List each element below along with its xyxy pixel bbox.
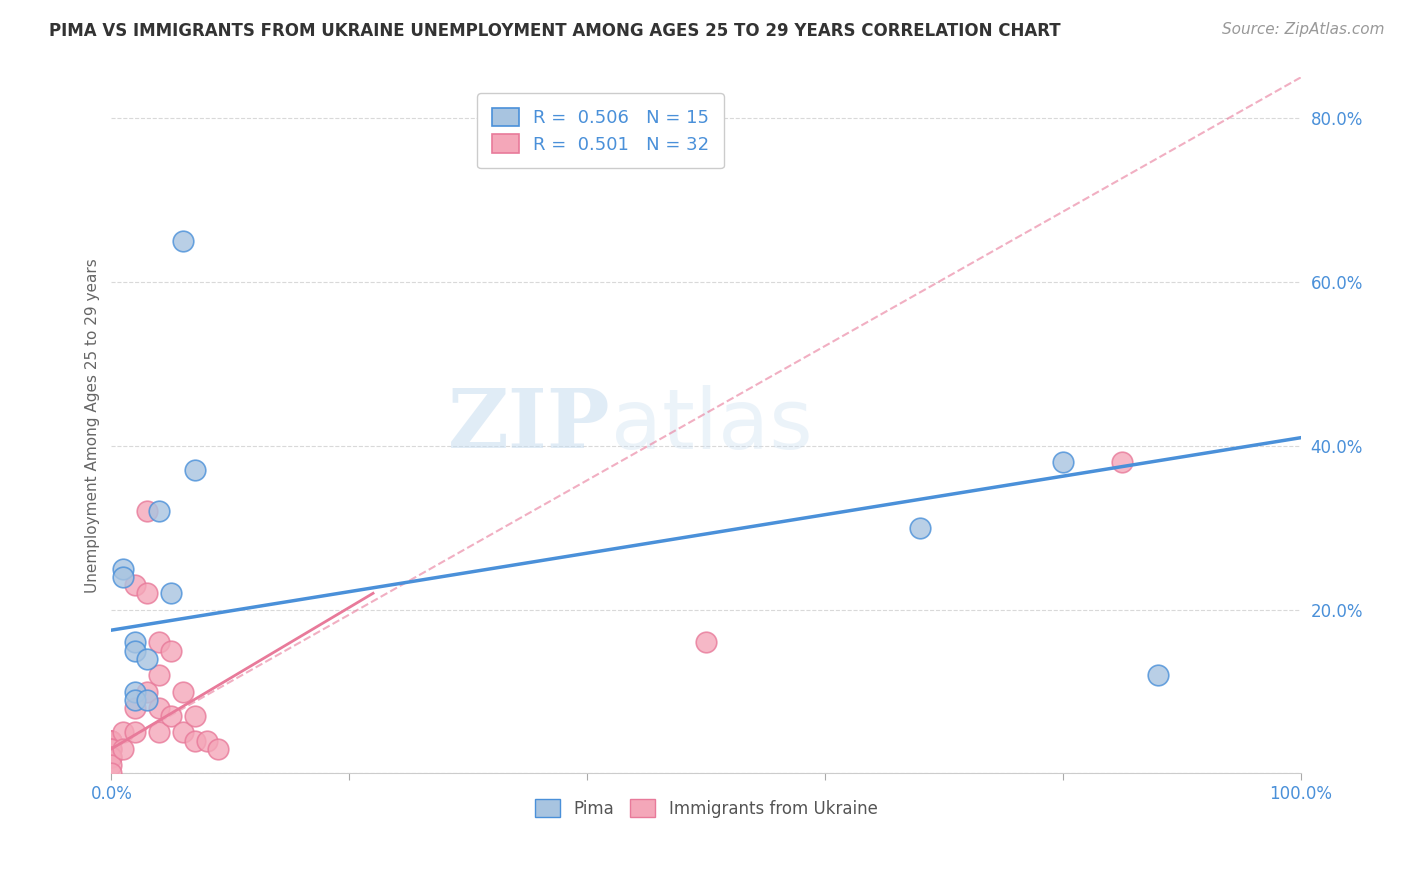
- Point: [136, 504, 159, 518]
- Point: [1111, 455, 1133, 469]
- Point: [183, 709, 205, 723]
- Point: [908, 521, 931, 535]
- Point: [100, 750, 122, 764]
- Point: [124, 692, 146, 706]
- Point: [172, 234, 194, 248]
- Point: [172, 684, 194, 698]
- Point: [100, 758, 122, 772]
- Point: [160, 643, 183, 657]
- Legend: Pima, Immigrants from Ukraine: Pima, Immigrants from Ukraine: [527, 793, 884, 824]
- Text: Source: ZipAtlas.com: Source: ZipAtlas.com: [1222, 22, 1385, 37]
- Text: ZIP: ZIP: [449, 385, 610, 466]
- Point: [124, 725, 146, 739]
- Y-axis label: Unemployment Among Ages 25 to 29 years: Unemployment Among Ages 25 to 29 years: [86, 258, 100, 593]
- Point: [112, 562, 135, 576]
- Point: [124, 635, 146, 649]
- Point: [124, 578, 146, 592]
- Point: [148, 725, 170, 739]
- Point: [148, 504, 170, 518]
- Point: [100, 733, 122, 747]
- Point: [160, 709, 183, 723]
- Point: [136, 684, 159, 698]
- Point: [112, 570, 135, 584]
- Point: [100, 733, 122, 747]
- Point: [100, 733, 122, 747]
- Point: [100, 766, 122, 780]
- Point: [124, 684, 146, 698]
- Point: [112, 725, 135, 739]
- Point: [100, 742, 122, 756]
- Point: [148, 668, 170, 682]
- Point: [124, 701, 146, 715]
- Point: [1147, 668, 1170, 682]
- Point: [112, 742, 135, 756]
- Point: [207, 742, 229, 756]
- Text: atlas: atlas: [610, 385, 813, 466]
- Point: [100, 750, 122, 764]
- Point: [148, 701, 170, 715]
- Point: [100, 733, 122, 747]
- Point: [695, 635, 717, 649]
- Point: [160, 586, 183, 600]
- Point: [183, 463, 205, 477]
- Point: [124, 643, 146, 657]
- Point: [148, 635, 170, 649]
- Point: [136, 586, 159, 600]
- Point: [183, 733, 205, 747]
- Text: PIMA VS IMMIGRANTS FROM UKRAINE UNEMPLOYMENT AMONG AGES 25 TO 29 YEARS CORRELATI: PIMA VS IMMIGRANTS FROM UKRAINE UNEMPLOY…: [49, 22, 1062, 40]
- Point: [172, 725, 194, 739]
- Point: [136, 692, 159, 706]
- Point: [195, 733, 218, 747]
- Point: [100, 742, 122, 756]
- Point: [136, 652, 159, 666]
- Point: [1052, 455, 1074, 469]
